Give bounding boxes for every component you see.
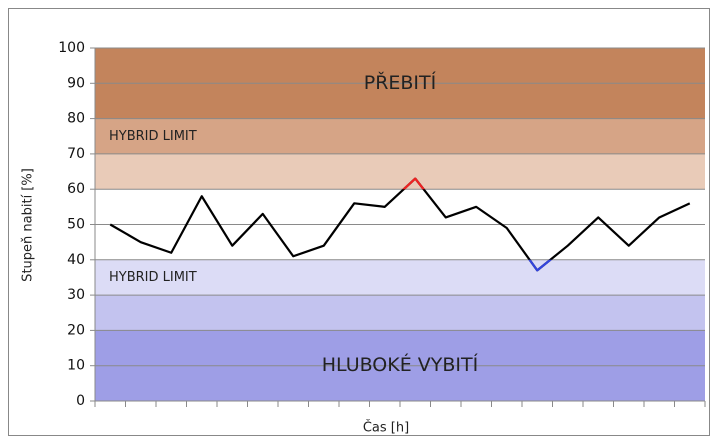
y-axis-label: Stupeň nabití [%] <box>21 168 36 282</box>
band <box>95 153 705 190</box>
y-tick-label: 10 <box>67 358 85 374</box>
y-tick-label: 40 <box>67 252 85 268</box>
band-label: HYBRID LIMIT <box>109 270 197 285</box>
x-axis-label: Čas [h] <box>363 420 409 436</box>
y-tick-label: 30 <box>67 287 85 303</box>
band <box>95 295 705 331</box>
y-tick-label: 80 <box>67 111 85 127</box>
band-label: HLUBOKÉ VYBITÍ <box>322 353 479 376</box>
y-tick-label: 0 <box>76 393 85 409</box>
band-label: PŘEBITÍ <box>364 71 437 94</box>
band <box>95 259 705 296</box>
y-tick-label: 90 <box>67 75 85 91</box>
line <box>109 177 691 272</box>
plot-area: 0 10 20 30 40 50 60 70 80 90 100 PŘEBITÍ HYBRID LIMI… <box>58 40 706 409</box>
band <box>95 118 705 154</box>
y-tick-label: 100 <box>58 40 85 56</box>
band-label: HYBRID LIMIT <box>109 129 197 144</box>
y-tick-label: 70 <box>67 146 85 162</box>
y-tick-label: 60 <box>67 181 85 197</box>
y-tick-label: 20 <box>67 322 85 338</box>
y-tick-label: 50 <box>67 217 85 233</box>
